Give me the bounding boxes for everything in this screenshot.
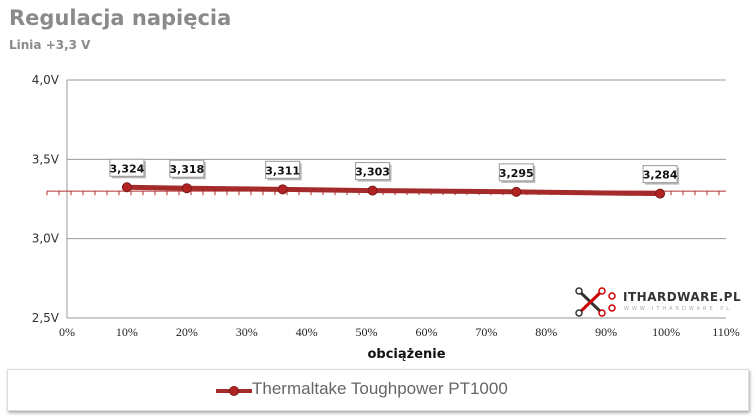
- data-label-box: [169, 159, 205, 178]
- data-point: [181, 183, 192, 194]
- series-line: [126, 184, 661, 197]
- x-tick-label: 30%: [236, 325, 258, 339]
- data-label-box: [265, 160, 301, 179]
- data-label-box: [109, 158, 145, 177]
- data-label-box: [642, 165, 678, 184]
- data-label: 3,303: [355, 166, 390, 179]
- legend-marker-icon: [216, 386, 252, 396]
- data-point: [655, 188, 666, 199]
- x-tick-label: 80%: [535, 325, 557, 339]
- data-label-box: [355, 162, 391, 181]
- chart-subtitle: Linia +3,3 V: [9, 38, 91, 52]
- legend-label: Thermaltake Toughpower PT1000: [252, 379, 508, 398]
- x-tick-label: 40%: [296, 325, 318, 339]
- data-label: 3,318: [169, 163, 204, 176]
- x-tick-label: 20%: [176, 325, 198, 339]
- y-tick-label: 2,5V: [32, 311, 60, 325]
- x-tick-label: 50%: [356, 325, 378, 339]
- x-tick-label: 70%: [475, 325, 497, 339]
- x-axis-label: obciążenie: [367, 347, 445, 362]
- data-point: [511, 186, 522, 197]
- x-tick-label: 100%: [652, 325, 680, 339]
- data-point: [277, 184, 288, 195]
- logo-subtext: WWW.ITHARDWARE.PL: [624, 306, 732, 312]
- x-tick-label: 110%: [712, 325, 740, 339]
- data-label: 3,311: [265, 164, 300, 177]
- chart-title: Regulacja napięcia: [9, 6, 232, 30]
- x-tick-label: 10%: [116, 325, 138, 339]
- x-tick-label: 90%: [595, 325, 617, 339]
- data-point: [367, 185, 378, 196]
- y-tick-label: 4,0V: [32, 73, 60, 87]
- x-tick-label: 0%: [59, 325, 75, 339]
- y-tick-label: 3,0V: [32, 232, 60, 246]
- x-tick-label: 60%: [415, 325, 437, 339]
- data-label: 3,295: [499, 167, 534, 180]
- logo-icon: [575, 287, 616, 317]
- data-label-box: [498, 163, 534, 182]
- data-point: [121, 182, 132, 193]
- data-label: 3,284: [643, 169, 678, 182]
- logo-text: ITHARDWARE.PL: [623, 290, 742, 304]
- legend: Thermaltake Toughpower PT1000: [7, 369, 749, 411]
- y-tick-label: 3,5V: [32, 152, 60, 166]
- data-label: 3,324: [110, 162, 145, 175]
